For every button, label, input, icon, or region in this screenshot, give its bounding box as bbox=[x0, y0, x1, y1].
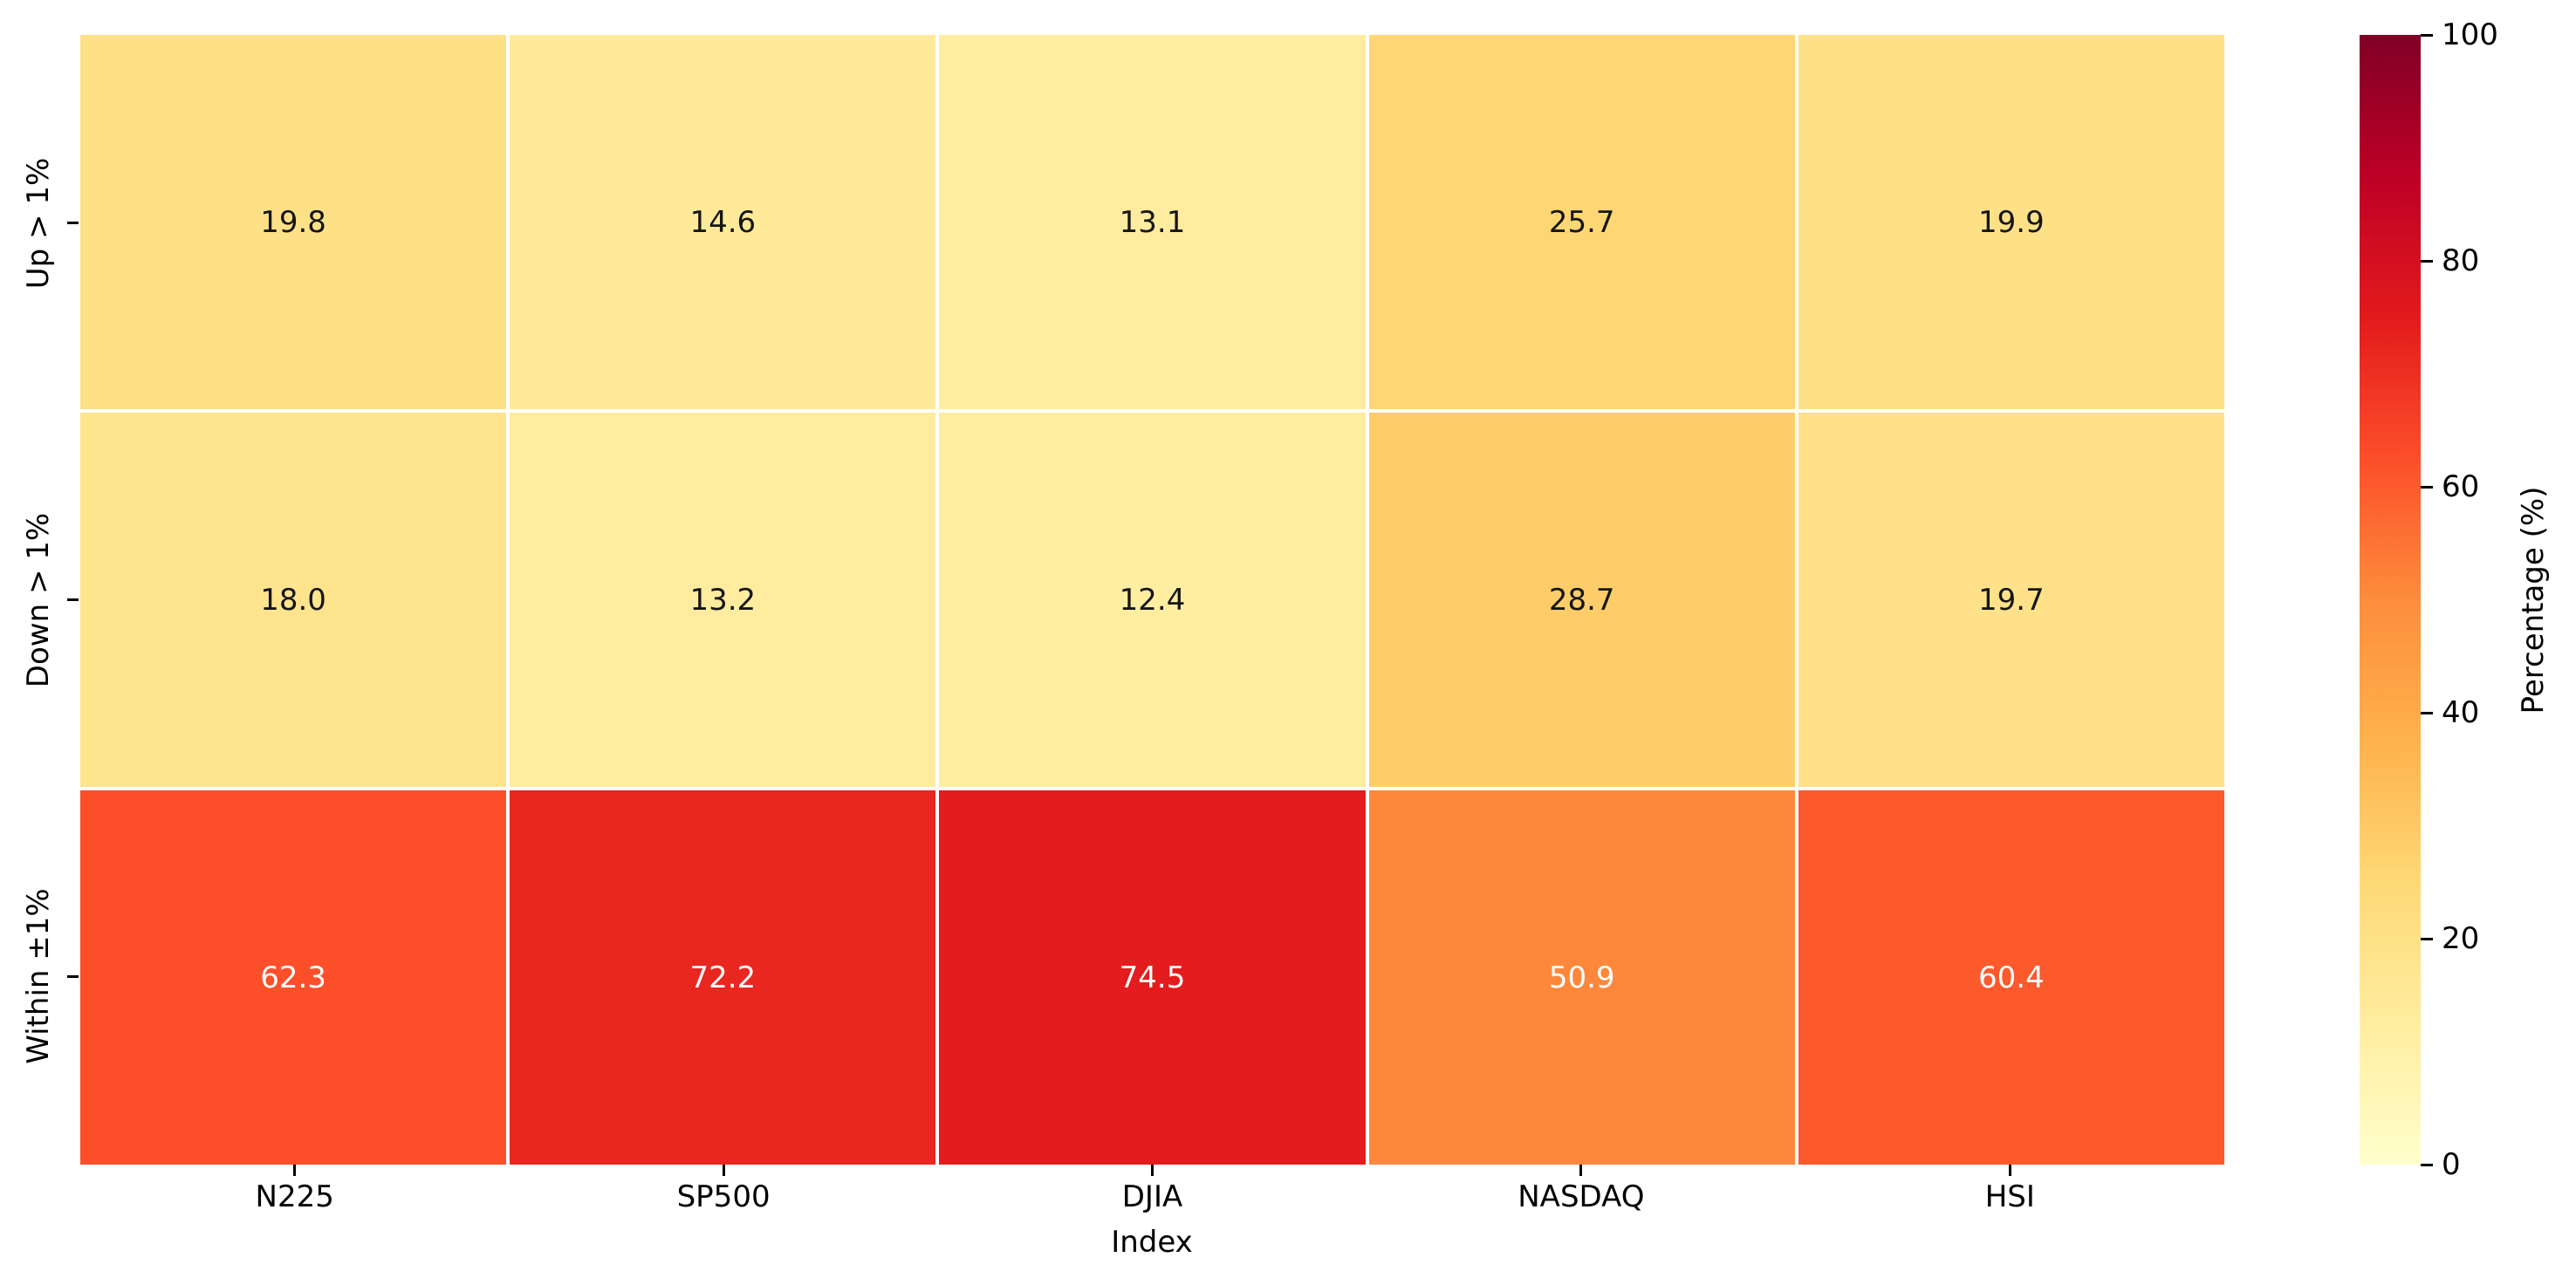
cell-value: 74.5 bbox=[1119, 960, 1186, 995]
colorbar-tick bbox=[2421, 485, 2433, 489]
heatmap-cell-Up > 1%-DJIA: 13.1 bbox=[939, 35, 1366, 409]
heatmap-grid: 19.8 14.6 13.1 25.7 19.9 18.0 13.2 12.4 28.7 19.7… bbox=[80, 35, 2224, 1165]
cell-value: 12.4 bbox=[1119, 582, 1186, 618]
cell-value: 14.6 bbox=[689, 204, 757, 240]
cell-value: 25.7 bbox=[1548, 204, 1615, 240]
x-axis-tick-label-DJIA: DJIA bbox=[1121, 1179, 1183, 1214]
heatmap-cell-Within ±1%-N225: 62.3 bbox=[80, 790, 507, 1165]
heatmap-cell-Within ±1%-NASDAQ: 50.9 bbox=[1368, 790, 1795, 1165]
cell-value: 18.0 bbox=[260, 582, 326, 618]
colorbar-tick-label-40: 40 bbox=[2442, 695, 2480, 730]
colorbar-tick-label-80: 80 bbox=[2442, 243, 2480, 278]
cell-value: 19.7 bbox=[1978, 582, 2045, 618]
x-axis-tick-label-NASDAQ: NASDAQ bbox=[1518, 1179, 1645, 1214]
heatmap-cell-Down > 1%-SP500: 13.2 bbox=[510, 413, 936, 787]
x-axis-tick bbox=[1579, 1165, 1583, 1176]
heatmap-cell-Up > 1%-N225: 19.8 bbox=[80, 35, 507, 409]
y-axis-tick-label: Down > 1% bbox=[21, 512, 56, 687]
x-axis-tick bbox=[1151, 1165, 1154, 1176]
colorbar-tick bbox=[2421, 937, 2433, 940]
cell-value: 28.7 bbox=[1548, 582, 1615, 618]
heatmap-cell-Within ±1%-DJIA: 74.5 bbox=[939, 790, 1366, 1165]
colorbar-gradient bbox=[2360, 35, 2421, 1165]
x-axis-tick-label-SP500: SP500 bbox=[676, 1179, 771, 1214]
cell-value: 60.4 bbox=[1978, 960, 2045, 995]
y-axis-tick-label: Within ±1% bbox=[21, 888, 56, 1064]
x-axis-tick-label-N225: N225 bbox=[255, 1179, 334, 1214]
cell-value: 50.9 bbox=[1548, 960, 1615, 995]
colorbar-tick bbox=[2421, 33, 2433, 37]
x-axis-tick-label-HSI: HSI bbox=[1984, 1179, 2035, 1214]
heatmap-cell-Within ±1%-HSI: 60.4 bbox=[1798, 790, 2224, 1165]
cell-value: 13.2 bbox=[689, 582, 757, 618]
y-axis-tick-label: Up > 1% bbox=[21, 157, 56, 290]
y-axis-tick bbox=[67, 598, 79, 601]
x-axis-tick bbox=[722, 1165, 725, 1176]
colorbar-tick-label-0: 0 bbox=[2442, 1147, 2461, 1182]
y-axis-tick bbox=[67, 974, 79, 978]
x-axis-tick bbox=[2008, 1165, 2011, 1176]
colorbar-title: Percentage (%) bbox=[2516, 486, 2551, 714]
x-axis-tick bbox=[293, 1165, 297, 1176]
heatmap-cell-Down > 1%-N225: 18.0 bbox=[80, 413, 507, 787]
x-axis-title: Index bbox=[1111, 1225, 1193, 1260]
cell-value: 13.1 bbox=[1119, 204, 1186, 240]
colorbar-tick bbox=[2421, 711, 2433, 714]
heatmap-cell-Up > 1%-SP500: 14.6 bbox=[510, 35, 936, 409]
colorbar-tick-label-100: 100 bbox=[2442, 17, 2498, 52]
heatmap-cell-Down > 1%-HSI: 19.7 bbox=[1798, 413, 2224, 787]
colorbar-tick bbox=[2421, 259, 2433, 263]
colorbar-tick bbox=[2421, 1163, 2433, 1166]
cell-value: 19.8 bbox=[260, 204, 326, 240]
heatmap-cell-Within ±1%-SP500: 72.2 bbox=[510, 790, 936, 1165]
heatmap-cell-Up > 1%-NASDAQ: 25.7 bbox=[1368, 35, 1795, 409]
colorbar-tick-label-60: 60 bbox=[2442, 469, 2480, 504]
y-axis-tick bbox=[67, 222, 79, 225]
heatmap-cell-Down > 1%-NASDAQ: 28.7 bbox=[1368, 413, 1795, 787]
heatmap-cell-Up > 1%-HSI: 19.9 bbox=[1798, 35, 2224, 409]
cell-value: 62.3 bbox=[260, 960, 326, 995]
cell-value: 19.9 bbox=[1978, 204, 2045, 240]
heatmap-cell-Down > 1%-DJIA: 12.4 bbox=[939, 413, 1366, 787]
colorbar-tick-label-20: 20 bbox=[2442, 921, 2480, 956]
cell-value: 72.2 bbox=[689, 960, 757, 995]
